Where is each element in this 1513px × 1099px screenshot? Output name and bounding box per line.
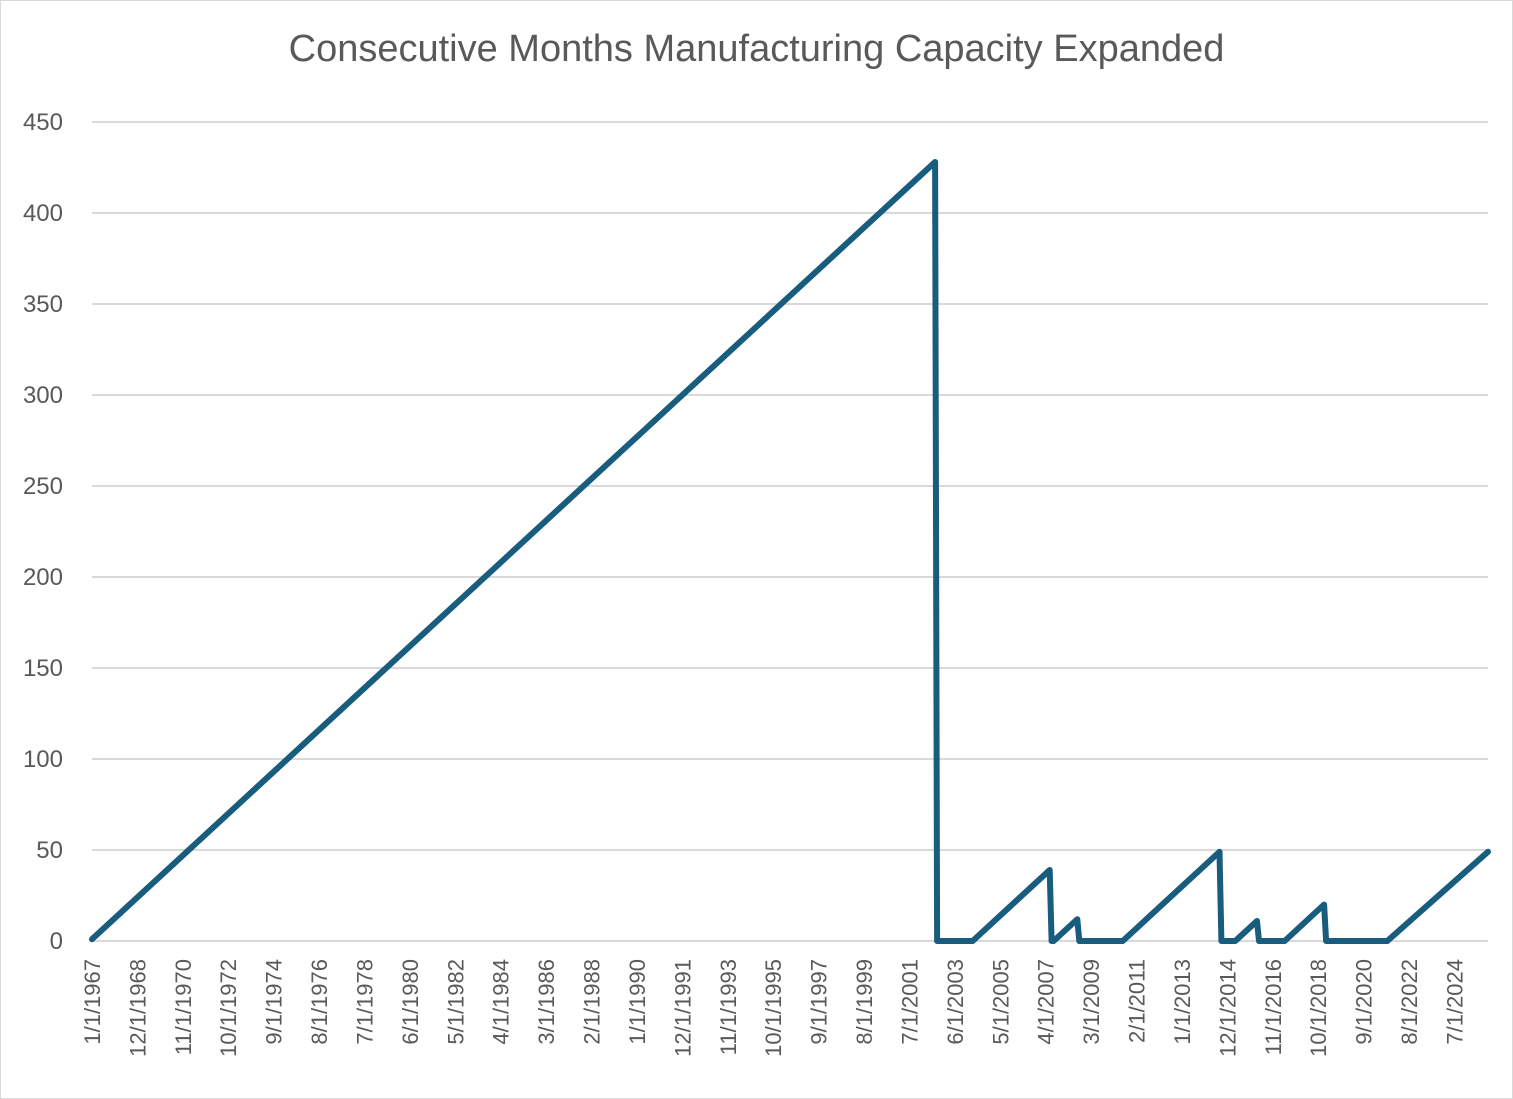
x-tick-label: 8/1/1999	[852, 959, 877, 1045]
x-tick-label: 9/1/1974	[262, 959, 287, 1045]
x-tick-label: 8/1/2022	[1397, 959, 1422, 1045]
x-tick-label: 10/1/1972	[216, 959, 241, 1057]
x-tick-label: 6/1/2003	[943, 959, 968, 1045]
x-tick-label: 2/1/2011	[1125, 959, 1150, 1043]
x-tick-label: 1/1/2013	[1170, 959, 1195, 1045]
x-tick-label: 5/1/2005	[988, 959, 1013, 1045]
x-tick-label: 9/1/1997	[807, 959, 832, 1045]
y-tick-label: 250	[23, 473, 63, 500]
x-tick-label: 7/1/2001	[897, 959, 922, 1045]
x-tick-label: 12/1/2014	[1215, 959, 1240, 1057]
y-tick-label: 400	[23, 200, 63, 227]
y-tick-label: 300	[23, 382, 63, 409]
x-tick-label: 11/1/1993	[716, 959, 741, 1055]
x-tick-label: 9/1/2020	[1352, 959, 1377, 1045]
series-layer	[89, 159, 1491, 944]
x-tick-label: 1/1/1967	[80, 959, 105, 1045]
chart-title: Consecutive Months Manufacturing Capacit…	[288, 28, 1225, 70]
y-tick-label: 50	[36, 837, 63, 864]
x-tick-label: 6/1/1980	[398, 959, 423, 1045]
x-tick-label: 10/1/2018	[1306, 959, 1331, 1057]
y-tick-label: 0	[50, 928, 63, 955]
x-tick-label: 10/1/1995	[761, 959, 786, 1057]
y-tick-label: 350	[23, 291, 63, 318]
x-tick-label: 12/1/1968	[125, 959, 150, 1057]
y-tick-label: 100	[23, 746, 63, 773]
x-tick-label: 11/1/2016	[1261, 959, 1286, 1055]
x-tick-label: 7/1/1978	[352, 959, 377, 1045]
x-tick-label: 4/1/2007	[1034, 959, 1059, 1045]
x-tick-label: 4/1/1984	[489, 959, 514, 1045]
gridlines	[92, 121, 1488, 942]
y-tick-label: 200	[23, 564, 63, 591]
x-tick-label: 1/1/1990	[625, 959, 650, 1045]
y-tick-label: 150	[23, 655, 63, 682]
x-axis-ticks: 1/1/1967 12/1/1968 11/1/1970 10/1/1972 9/1/1…	[80, 959, 1467, 1057]
x-tick-label: 3/1/2009	[1079, 959, 1104, 1045]
y-axis-ticks: 0 50 100 150 200 250 300 350 400 450	[23, 109, 63, 955]
x-tick-label: 5/1/1982	[443, 959, 468, 1045]
series-line-0	[89, 159, 1491, 944]
x-tick-label: 2/1/1988	[580, 959, 605, 1045]
x-tick-label: 3/1/1986	[534, 959, 559, 1045]
x-tick-label: 11/1/1970	[171, 959, 196, 1055]
x-tick-label: 7/1/2024	[1442, 959, 1467, 1045]
x-tick-label: 8/1/1976	[307, 959, 332, 1045]
x-tick-label: 12/1/1991	[670, 959, 695, 1057]
y-tick-label: 450	[23, 109, 63, 136]
